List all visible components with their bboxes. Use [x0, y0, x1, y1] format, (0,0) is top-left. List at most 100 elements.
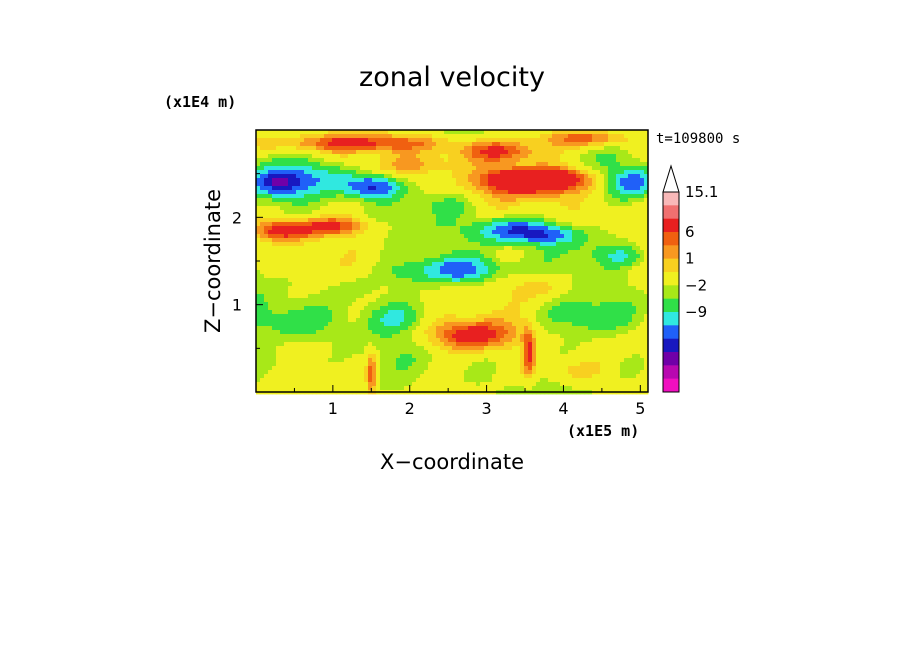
contour-cell — [328, 250, 333, 255]
contour-cell — [616, 286, 621, 291]
contour-cell — [548, 214, 553, 219]
contour-cell — [616, 246, 621, 251]
contour-cell — [368, 254, 373, 259]
contour-cell — [320, 222, 325, 227]
contour-cell — [380, 170, 385, 175]
contour-field — [256, 130, 649, 395]
contour-cell — [572, 314, 577, 319]
contour-cell — [420, 214, 425, 219]
contour-cell — [272, 246, 277, 251]
contour-cell — [528, 266, 533, 271]
contour-cell — [436, 138, 441, 143]
contour-cell — [512, 194, 517, 199]
contour-cell — [468, 238, 473, 243]
contour-cell — [520, 146, 525, 151]
contour-cell — [580, 162, 585, 167]
contour-cell — [576, 222, 581, 227]
contour-cell — [448, 286, 453, 291]
contour-cell — [308, 134, 313, 139]
contour-cell — [608, 210, 613, 215]
contour-cell — [584, 322, 589, 327]
contour-cell — [604, 142, 609, 147]
contour-cell — [372, 226, 377, 231]
contour-cell — [508, 266, 513, 271]
contour-cell — [640, 250, 645, 255]
contour-cell — [504, 290, 509, 295]
contour-cell — [628, 322, 633, 327]
contour-cell — [544, 170, 549, 175]
contour-cell — [408, 170, 413, 175]
contour-cell — [572, 134, 577, 139]
contour-cell — [548, 194, 553, 199]
contour-cell — [448, 262, 453, 267]
contour-cell — [388, 302, 393, 307]
contour-cell — [572, 146, 577, 151]
contour-cell — [640, 190, 645, 195]
contour-cell — [572, 206, 577, 211]
contour-cell — [448, 170, 453, 175]
contour-cell — [532, 218, 537, 223]
contour-cell — [372, 310, 377, 315]
contour-cell — [436, 298, 441, 303]
contour-cell — [424, 282, 429, 287]
contour-cell — [272, 182, 277, 187]
contour-cell — [612, 150, 617, 155]
contour-cell — [400, 150, 405, 155]
contour-cell — [488, 262, 493, 267]
contour-cell — [312, 302, 317, 307]
contour-cell — [560, 246, 565, 251]
contour-cell — [564, 322, 569, 327]
contour-cell — [456, 222, 461, 227]
contour-cell — [592, 206, 597, 211]
contour-cell — [372, 294, 377, 299]
contour-cell — [496, 258, 501, 263]
contour-cell — [432, 274, 437, 279]
contour-cell — [340, 254, 345, 259]
contour-cell — [340, 174, 345, 179]
contour-cell — [628, 150, 633, 155]
contour-cell — [380, 226, 385, 231]
contour-cell — [268, 202, 273, 207]
contour-cell — [512, 326, 517, 331]
contour-cell — [384, 166, 389, 171]
contour-cell — [432, 178, 437, 183]
contour-cell — [500, 138, 505, 143]
contour-cell — [360, 330, 365, 335]
contour-cell — [604, 178, 609, 183]
contour-cell — [604, 286, 609, 291]
contour-cell — [504, 158, 509, 163]
contour-cell — [388, 182, 393, 187]
contour-cell — [536, 282, 541, 287]
contour-cell — [352, 274, 357, 279]
contour-cell — [640, 234, 645, 239]
contour-cell — [264, 194, 269, 199]
contour-cell — [608, 146, 613, 151]
contour-cell — [428, 282, 433, 287]
contour-cell — [508, 214, 513, 219]
contour-cell — [512, 134, 517, 139]
contour-cell — [476, 218, 481, 223]
contour-cell — [484, 250, 489, 255]
contour-cell — [444, 270, 449, 275]
contour-cell — [496, 270, 501, 275]
contour-cell — [392, 250, 397, 255]
contour-cell — [420, 174, 425, 179]
contour-cell — [460, 162, 465, 167]
contour-cell — [620, 330, 625, 335]
contour-cell — [260, 266, 265, 271]
contour-cell — [472, 282, 477, 287]
contour-cell — [348, 134, 353, 139]
contour-cell — [644, 190, 649, 195]
contour-cell — [536, 274, 541, 279]
contour-cell — [416, 298, 421, 303]
contour-cell — [324, 310, 329, 315]
contour-cell — [340, 258, 345, 263]
contour-cell — [300, 282, 305, 287]
contour-cell — [276, 146, 281, 151]
contour-cell — [544, 306, 549, 311]
contour-cell — [480, 306, 485, 311]
contour-cell — [484, 214, 489, 219]
contour-cell — [256, 266, 261, 271]
contour-cell — [476, 134, 481, 139]
contour-cell — [384, 314, 389, 319]
